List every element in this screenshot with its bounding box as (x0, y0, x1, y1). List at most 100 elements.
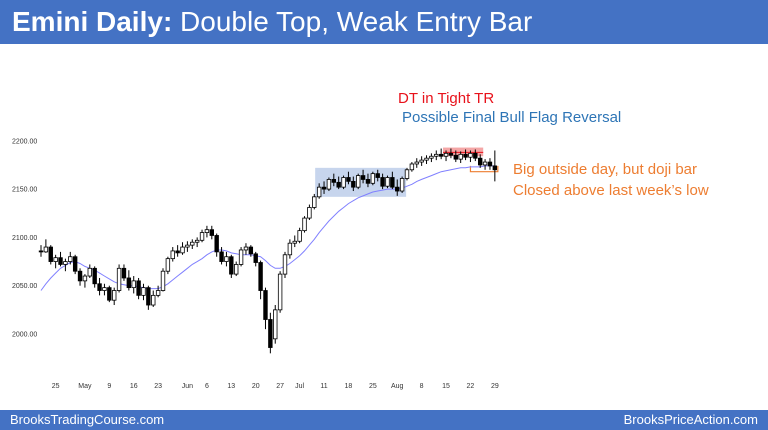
last-week-low-line (469, 165, 499, 173)
candle-body (82, 275, 88, 282)
title-banner: Emini Daily: Double Top, Weak Entry Bar (0, 0, 768, 44)
x-tick-label: Jun (182, 383, 193, 390)
candle-body (321, 186, 327, 190)
footer-left-link[interactable]: BrooksTradingCourse.com (10, 412, 165, 427)
candle-body (312, 196, 317, 208)
candle-body (287, 242, 293, 256)
candle-body (380, 177, 385, 187)
footer-right-link[interactable]: BrooksPriceAction.com (623, 412, 758, 427)
candle-body (487, 161, 493, 167)
candle-body (346, 177, 351, 182)
candle-body (238, 249, 244, 265)
candle-body (477, 157, 483, 166)
candle-body (438, 153, 444, 157)
candle-body (365, 179, 371, 184)
candle-body (307, 207, 312, 219)
candle-body (53, 257, 58, 262)
x-tick-label: 22 (467, 383, 475, 390)
candle-body (194, 239, 200, 243)
candle-body (273, 309, 278, 340)
candle-body (243, 246, 249, 251)
candle-body (185, 244, 190, 248)
candle-body (341, 177, 346, 188)
candle-body (482, 161, 488, 166)
candle-body (375, 173, 380, 178)
candle-body (112, 290, 117, 301)
candle-body (248, 246, 254, 255)
candle-body (224, 256, 229, 262)
candle-body (233, 264, 239, 275)
candle-body (63, 261, 68, 265)
candle-body (58, 257, 63, 265)
candle-body (38, 250, 44, 253)
candle-body (429, 155, 434, 159)
y-tick-label: 2100.00 (12, 235, 37, 242)
title-rest: Double Top, Weak Entry Bar (172, 6, 533, 37)
candle-body (370, 173, 376, 184)
candle-body (253, 253, 258, 263)
candle-body (180, 246, 185, 254)
bull-flag-annotation: Possible Final Bull Flag Reversal (402, 109, 622, 126)
candle-body (204, 229, 210, 233)
candle-body (292, 240, 297, 244)
weekly-low-annotation: Closed above last week’s low (513, 182, 709, 199)
candle-body (107, 287, 112, 301)
candle-body (92, 267, 97, 285)
x-tick-label: Aug (391, 383, 404, 390)
candle-body (492, 165, 498, 171)
candle-body (258, 262, 263, 291)
candle-body (160, 270, 166, 291)
candle-body (316, 186, 322, 198)
x-tick-label: 13 (227, 383, 235, 390)
candle-body (453, 154, 458, 160)
title-bold: Emini Daily: (12, 6, 173, 37)
candle-body (268, 319, 273, 348)
candle-body (97, 283, 102, 291)
candle-body (463, 153, 468, 158)
candle-body (102, 287, 107, 291)
x-tick-label: 16 (130, 383, 138, 390)
candle-body (390, 177, 395, 188)
candle-body (282, 254, 288, 275)
candle-body (170, 250, 175, 260)
x-tick-label: 9 (107, 383, 111, 390)
candle-body (277, 273, 283, 311)
candle-body (404, 169, 410, 179)
candle-body (331, 179, 336, 183)
candle-body (151, 294, 156, 306)
candle-body (443, 152, 449, 157)
candle-body (424, 157, 429, 161)
candle-body (473, 152, 478, 159)
candle-body (43, 246, 49, 253)
candle-body (116, 267, 122, 291)
candle-body (214, 235, 219, 253)
candle-body (385, 177, 390, 187)
candle-body (77, 270, 83, 282)
candle-body (448, 152, 454, 156)
candle-body (360, 175, 366, 180)
x-tick-label: May (78, 383, 92, 390)
ema-line (40, 165, 495, 291)
footer-bar: BrooksTradingCourse.com BrooksPriceActio… (0, 410, 768, 430)
x-tick-label: 6 (205, 383, 209, 390)
x-tick-label: 15 (442, 383, 450, 390)
candle-body (434, 153, 439, 157)
candle-body (199, 232, 205, 241)
candle-body (355, 175, 361, 188)
x-tick-label: 20 (252, 383, 260, 390)
candle-body (155, 290, 161, 296)
candle-body (165, 258, 171, 272)
dt-annotation: DT in Tight TR (398, 90, 495, 107)
outside-day-annotation: Big outside day, but doji bar (513, 161, 698, 178)
y-tick-label: 2150.00 (12, 187, 37, 194)
candle-body (131, 280, 136, 289)
candle-body (336, 181, 341, 188)
y-tick-label: 2000.00 (12, 332, 37, 339)
candle-body (126, 277, 132, 289)
candle-body (136, 280, 141, 296)
x-tick-label: 8 (420, 383, 424, 390)
candle-body (209, 229, 214, 236)
candle-body (297, 230, 302, 242)
y-tick-label: 2050.00 (12, 283, 37, 290)
candle-body (458, 153, 463, 160)
